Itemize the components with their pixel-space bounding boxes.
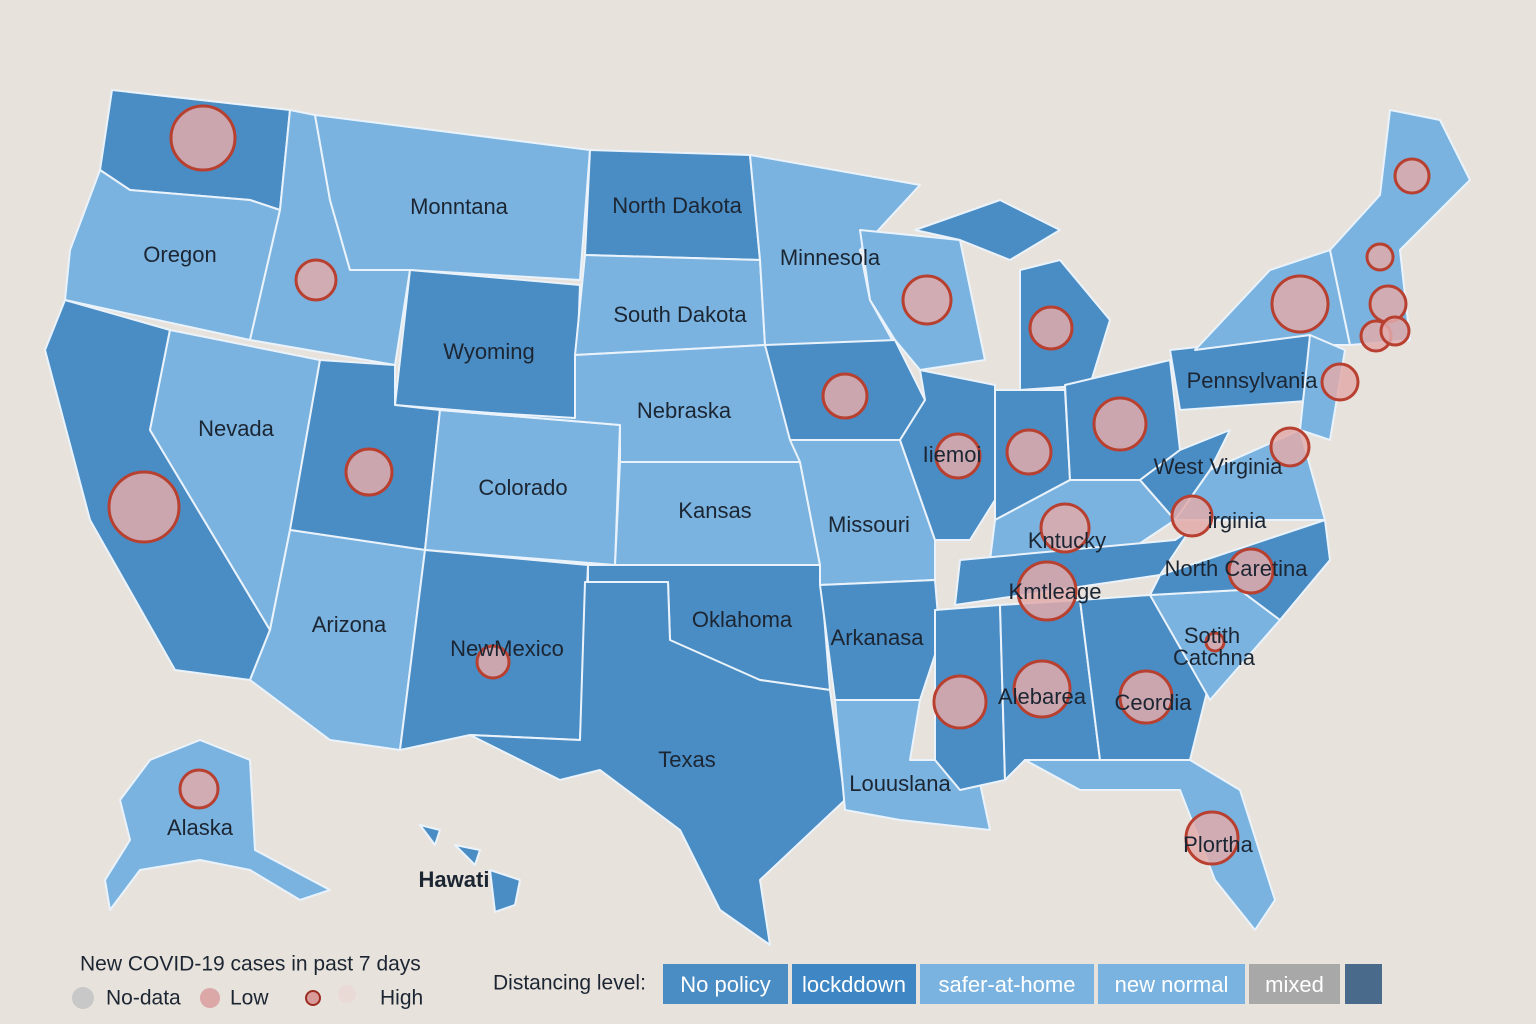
state-label: Arkanasa xyxy=(831,625,925,650)
legend-box-label: No policy xyxy=(680,972,770,997)
state-label: Nevada xyxy=(198,416,275,441)
legend-box xyxy=(663,964,788,1004)
case-bubble xyxy=(1016,560,1078,622)
state-label: Ceordia xyxy=(1114,690,1192,715)
legend-box xyxy=(1098,964,1245,1004)
case-bubble xyxy=(1184,810,1240,866)
case-bubble xyxy=(1204,631,1226,653)
state xyxy=(419,824,441,846)
state-label: Pennsylvania xyxy=(1187,368,1319,393)
state-label: Louuslana xyxy=(849,771,951,796)
case-bubble xyxy=(1320,362,1360,402)
state xyxy=(1024,759,1276,931)
case-bubble xyxy=(1092,396,1148,452)
state-label: Catchna xyxy=(1173,645,1256,670)
state-label: South Dakota xyxy=(613,302,747,327)
state xyxy=(954,529,1191,606)
case-bubble xyxy=(1028,305,1074,351)
state-label: Kansas xyxy=(678,498,751,523)
state-label: Missouri xyxy=(828,512,910,537)
legend-swatch xyxy=(72,987,94,1009)
case-bubble xyxy=(1365,242,1395,272)
legend-item: Low xyxy=(230,987,269,1010)
case-bubble xyxy=(178,768,220,810)
case-bubble xyxy=(169,104,237,172)
state-label: NewMexico xyxy=(450,636,564,661)
case-bubble xyxy=(107,470,181,544)
legend-swatch xyxy=(338,985,356,1003)
state-label: Minnesola xyxy=(780,245,881,270)
state-label: Kntucky xyxy=(1028,528,1106,553)
state-label: Texas xyxy=(658,747,715,772)
state-label: Plortha xyxy=(1183,832,1253,857)
case-bubble xyxy=(1227,547,1275,595)
state-label: Kmtleage xyxy=(1009,579,1102,604)
state xyxy=(469,581,846,946)
state xyxy=(104,739,331,911)
legend-box xyxy=(1249,964,1340,1004)
case-bubble xyxy=(1118,669,1174,725)
case-bubble xyxy=(1005,428,1053,476)
state-label: Monntana xyxy=(410,194,509,219)
state xyxy=(454,844,481,866)
state-label: Colorado xyxy=(478,475,567,500)
state-label: Oregon xyxy=(143,242,216,267)
legend-title: Distancing level: xyxy=(493,972,646,995)
state-label: North Caretina xyxy=(1164,556,1308,581)
legend-box xyxy=(1345,964,1382,1004)
case-bubble xyxy=(1270,274,1330,334)
state-label: Alaska xyxy=(167,815,234,840)
case-bubble xyxy=(1012,659,1072,719)
legend-box xyxy=(920,964,1094,1004)
legend-box-label: safer-at-home xyxy=(939,972,1076,997)
legend-title: New COVID-19 cases in past 7 days xyxy=(80,953,421,976)
state-label: Iiemoi xyxy=(923,442,982,467)
state-label: Alebarea xyxy=(998,684,1087,709)
state xyxy=(834,699,991,831)
legend-swatch xyxy=(305,990,321,1006)
state-label: Wyoming xyxy=(443,339,535,364)
legend-swatch xyxy=(200,988,220,1008)
state xyxy=(489,869,521,913)
state-label: North Dakota xyxy=(612,193,742,218)
case-bubble xyxy=(294,258,338,302)
case-bubble xyxy=(932,674,988,730)
state-label: irginia xyxy=(1208,508,1267,533)
legend-box-label: mixed xyxy=(1265,972,1324,997)
state-label: Arizona xyxy=(312,612,387,637)
case-bubble xyxy=(344,447,394,497)
state xyxy=(749,154,921,346)
legend-box-label: new normal xyxy=(1115,972,1229,997)
legend-item: High xyxy=(380,987,423,1010)
legend-box-label: lockddown xyxy=(802,972,906,997)
case-bubble xyxy=(1393,157,1431,195)
state xyxy=(819,579,941,701)
legend-item: No-data xyxy=(106,987,181,1010)
case-bubble xyxy=(1269,426,1311,468)
case-bubble xyxy=(1379,315,1411,347)
case-bubble xyxy=(821,372,869,420)
state xyxy=(1139,429,1231,521)
case-bubble xyxy=(934,432,982,480)
legend-box xyxy=(792,964,916,1004)
state xyxy=(914,199,1061,261)
case-bubble xyxy=(475,644,511,680)
case-bubble xyxy=(901,274,953,326)
case-bubble xyxy=(1039,502,1091,554)
state-label: West Virginia xyxy=(1154,454,1284,479)
state-label: Hawati xyxy=(419,867,490,892)
state-label: Oklahoma xyxy=(692,607,793,632)
case-bubble xyxy=(1170,494,1214,538)
state-label: Sotith xyxy=(1184,623,1240,648)
state-label: Nebraska xyxy=(637,398,732,423)
